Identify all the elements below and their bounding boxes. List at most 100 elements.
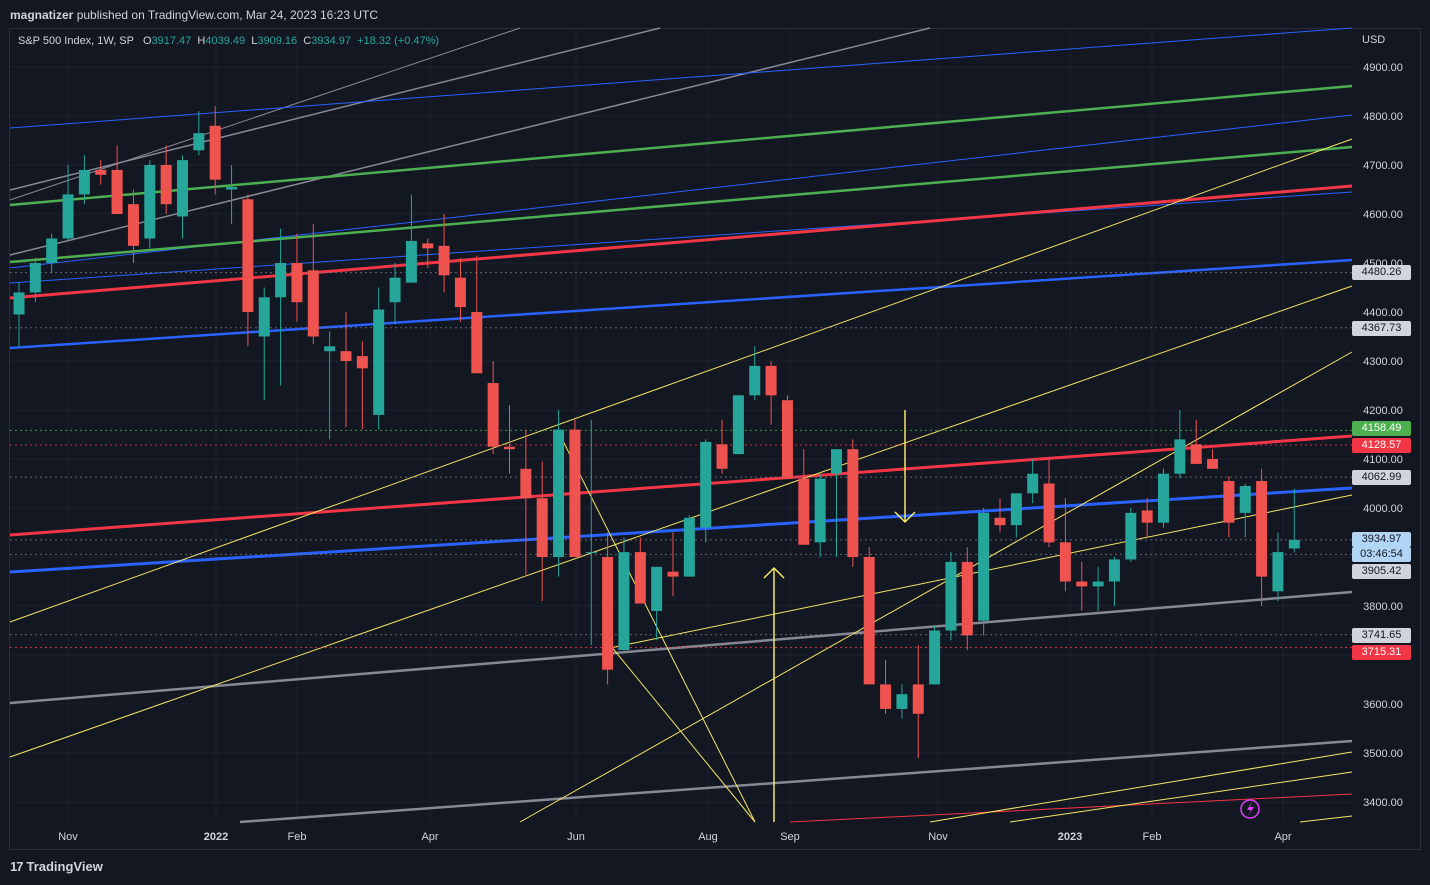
trendline (9, 184, 1353, 300)
candle-body (1010, 493, 1022, 526)
trendline (9, 191, 1353, 284)
close-value: 3934.97 (311, 35, 351, 47)
brand-name: TradingView (26, 859, 103, 874)
price-tag: 4480.26 (1352, 265, 1411, 280)
candle-body (1027, 473, 1039, 494)
candle-body (798, 478, 810, 545)
candle-body (536, 498, 548, 557)
candle-body (765, 365, 777, 396)
candle-body (1158, 473, 1169, 523)
candle-body (29, 263, 41, 293)
trendline (789, 793, 1353, 823)
candle-body (324, 346, 336, 352)
candle-body (945, 561, 957, 631)
candle-body (487, 383, 499, 447)
high-label: H (197, 35, 206, 47)
candle-body (1125, 512, 1137, 560)
price-tick-label: 4200.00 (1363, 405, 1403, 417)
lightning-icon[interactable] (1240, 799, 1260, 819)
trendline (9, 138, 1353, 623)
candle-body (569, 429, 581, 557)
candle-body (700, 441, 712, 528)
author-name[interactable]: magnatizer (10, 8, 74, 22)
publisher-line: magnatizer published on TradingView.com,… (10, 8, 378, 22)
candle-body (716, 444, 728, 469)
trendline (9, 285, 1353, 758)
price-tag: 3905.42 (1352, 564, 1411, 579)
candle-body (111, 169, 123, 214)
currency-label: USD (1362, 34, 1386, 46)
candle-body (1239, 485, 1251, 513)
candle-body (13, 292, 25, 315)
tradingview-logo-icon: 17 (10, 859, 24, 874)
trendline (1009, 771, 1353, 823)
candle-body (242, 199, 254, 312)
up-arrow (763, 566, 785, 822)
time-tick-label: Apr (1274, 831, 1291, 843)
candle-body (356, 356, 368, 369)
price-tag: 03:46:54 (1352, 547, 1411, 562)
price-tick-label: 4300.00 (1363, 356, 1403, 368)
trendline (9, 84, 1353, 207)
trendline (559, 434, 756, 823)
price-chart[interactable]: 4900.004800.004700.004600.004500.004400.… (0, 0, 1430, 852)
publish-header: magnatizer published on TradingView.com,… (0, 0, 1430, 28)
candle-body (961, 561, 973, 636)
candle-body (667, 571, 679, 577)
time-axis: Nov 2022 Feb Apr Jun Aug Sep Nov 2023 Feb Apr (58, 831, 1292, 843)
time-tick-label: 2023 (1058, 831, 1082, 843)
price-tag: 3934.97 (1352, 532, 1411, 547)
candle-body (275, 263, 287, 298)
time-tick-label: Nov (928, 831, 948, 843)
open-value: 3917.47 (151, 35, 192, 47)
time-tick-label: Aug (698, 831, 718, 843)
symbol-legend: S&P 500 Index, 1W, SP O3917.47 H4039.49 … (18, 35, 439, 47)
trendline (609, 644, 756, 823)
open-label: O (142, 35, 152, 47)
horizontal-levels (10, 272, 1352, 648)
candle-body (585, 552, 597, 554)
candle-body (340, 351, 352, 361)
candle-body (127, 204, 139, 246)
price-tag: 4367.73 (1352, 321, 1411, 336)
candle-body (78, 169, 90, 195)
candle-body (602, 557, 614, 670)
time-tick-label: Sep (780, 831, 800, 843)
time-tick-label: Jun (567, 831, 585, 843)
published-text: published on TradingView.com, Mar 24, 20… (76, 8, 378, 22)
trendline (519, 351, 1353, 823)
tradingview-brand[interactable]: 17 TradingView (10, 859, 103, 874)
price-tick-label: 4700.00 (1363, 160, 1403, 172)
candle-body (95, 169, 107, 175)
price-tag: 3741.65 (1352, 628, 1411, 643)
trendline (9, 258, 1353, 350)
candle-body (880, 684, 892, 709)
low-value: 3909.16 (257, 35, 298, 47)
candle-body (504, 446, 515, 450)
trendline (239, 739, 1353, 824)
time-tick-label: Feb (1143, 831, 1162, 843)
low-label: L (251, 35, 258, 47)
candle-body (1288, 539, 1300, 549)
trendline (929, 751, 1353, 823)
candle-body (258, 297, 270, 337)
close-label: C (303, 35, 312, 47)
trendline (1299, 815, 1353, 823)
candle-body (438, 245, 450, 276)
candle-body (422, 243, 434, 249)
time-tick-label: 2022 (204, 831, 228, 843)
time-tick-label: Apr (421, 831, 438, 843)
price-tick-label: 3400.00 (1363, 797, 1403, 809)
symbol-name[interactable]: S&P 500 Index, 1W, SP (18, 35, 134, 47)
candle-body (454, 277, 466, 308)
candle-body (1272, 552, 1284, 592)
price-tick-label: 4000.00 (1363, 503, 1403, 515)
candlestick-series (13, 106, 1300, 758)
price-tick-label: 4100.00 (1363, 454, 1403, 466)
chart-pane[interactable] (9, 28, 1421, 850)
candle-body (160, 165, 172, 205)
candle-body (405, 240, 417, 283)
trendline (9, 27, 521, 201)
candle-body (62, 194, 74, 239)
trendline (9, 486, 1353, 574)
